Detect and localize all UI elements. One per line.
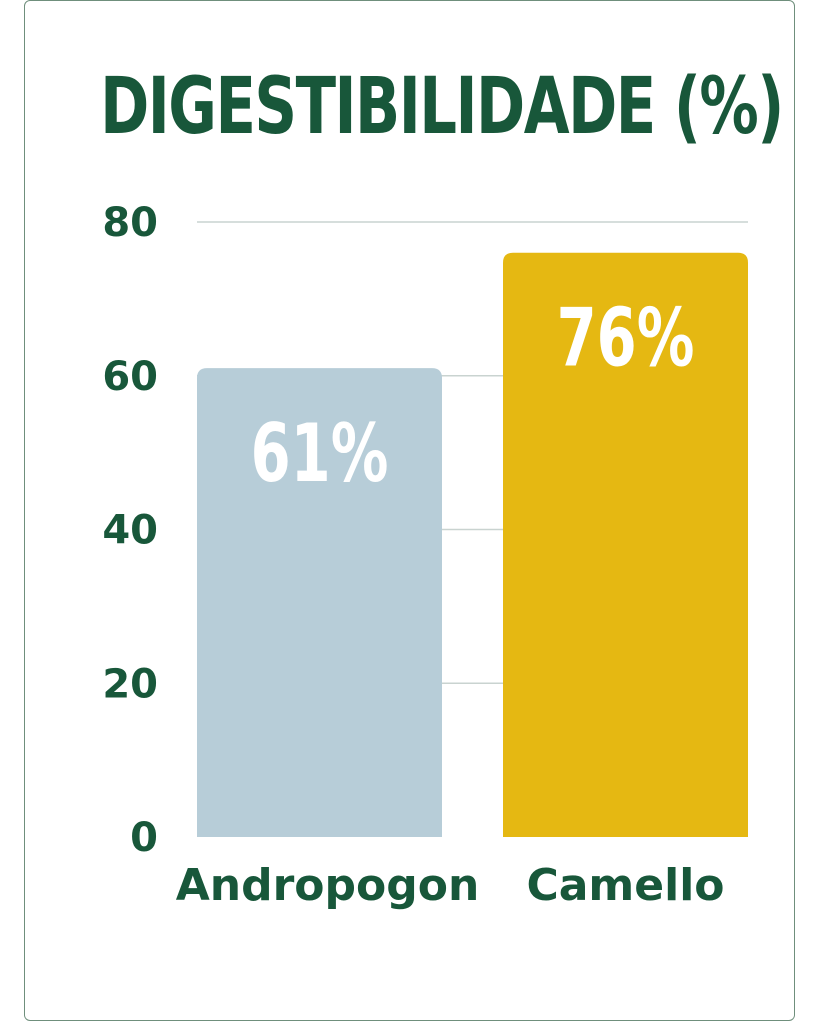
bar-data-label: 76% bbox=[557, 292, 695, 385]
x-category-label: Camello bbox=[526, 860, 724, 911]
y-tick-label: 0 bbox=[130, 815, 158, 861]
y-tick-label: 40 bbox=[102, 508, 158, 554]
y-tick-label: 20 bbox=[102, 661, 158, 707]
y-tick-label: 60 bbox=[102, 354, 158, 400]
bars: 61% 76% bbox=[197, 252, 748, 837]
bar bbox=[197, 368, 442, 837]
x-category-label: Andropogon bbox=[176, 860, 480, 911]
y-axis-ticks: 0 20 40 60 80 bbox=[102, 200, 158, 861]
chart-title: DIGESTIBILIDADE (%) bbox=[100, 62, 784, 152]
bar bbox=[503, 252, 748, 837]
bar-data-label: 61% bbox=[251, 408, 389, 501]
y-tick-label: 80 bbox=[102, 200, 158, 246]
x-axis-categories: Andropogon Camello bbox=[176, 860, 725, 911]
